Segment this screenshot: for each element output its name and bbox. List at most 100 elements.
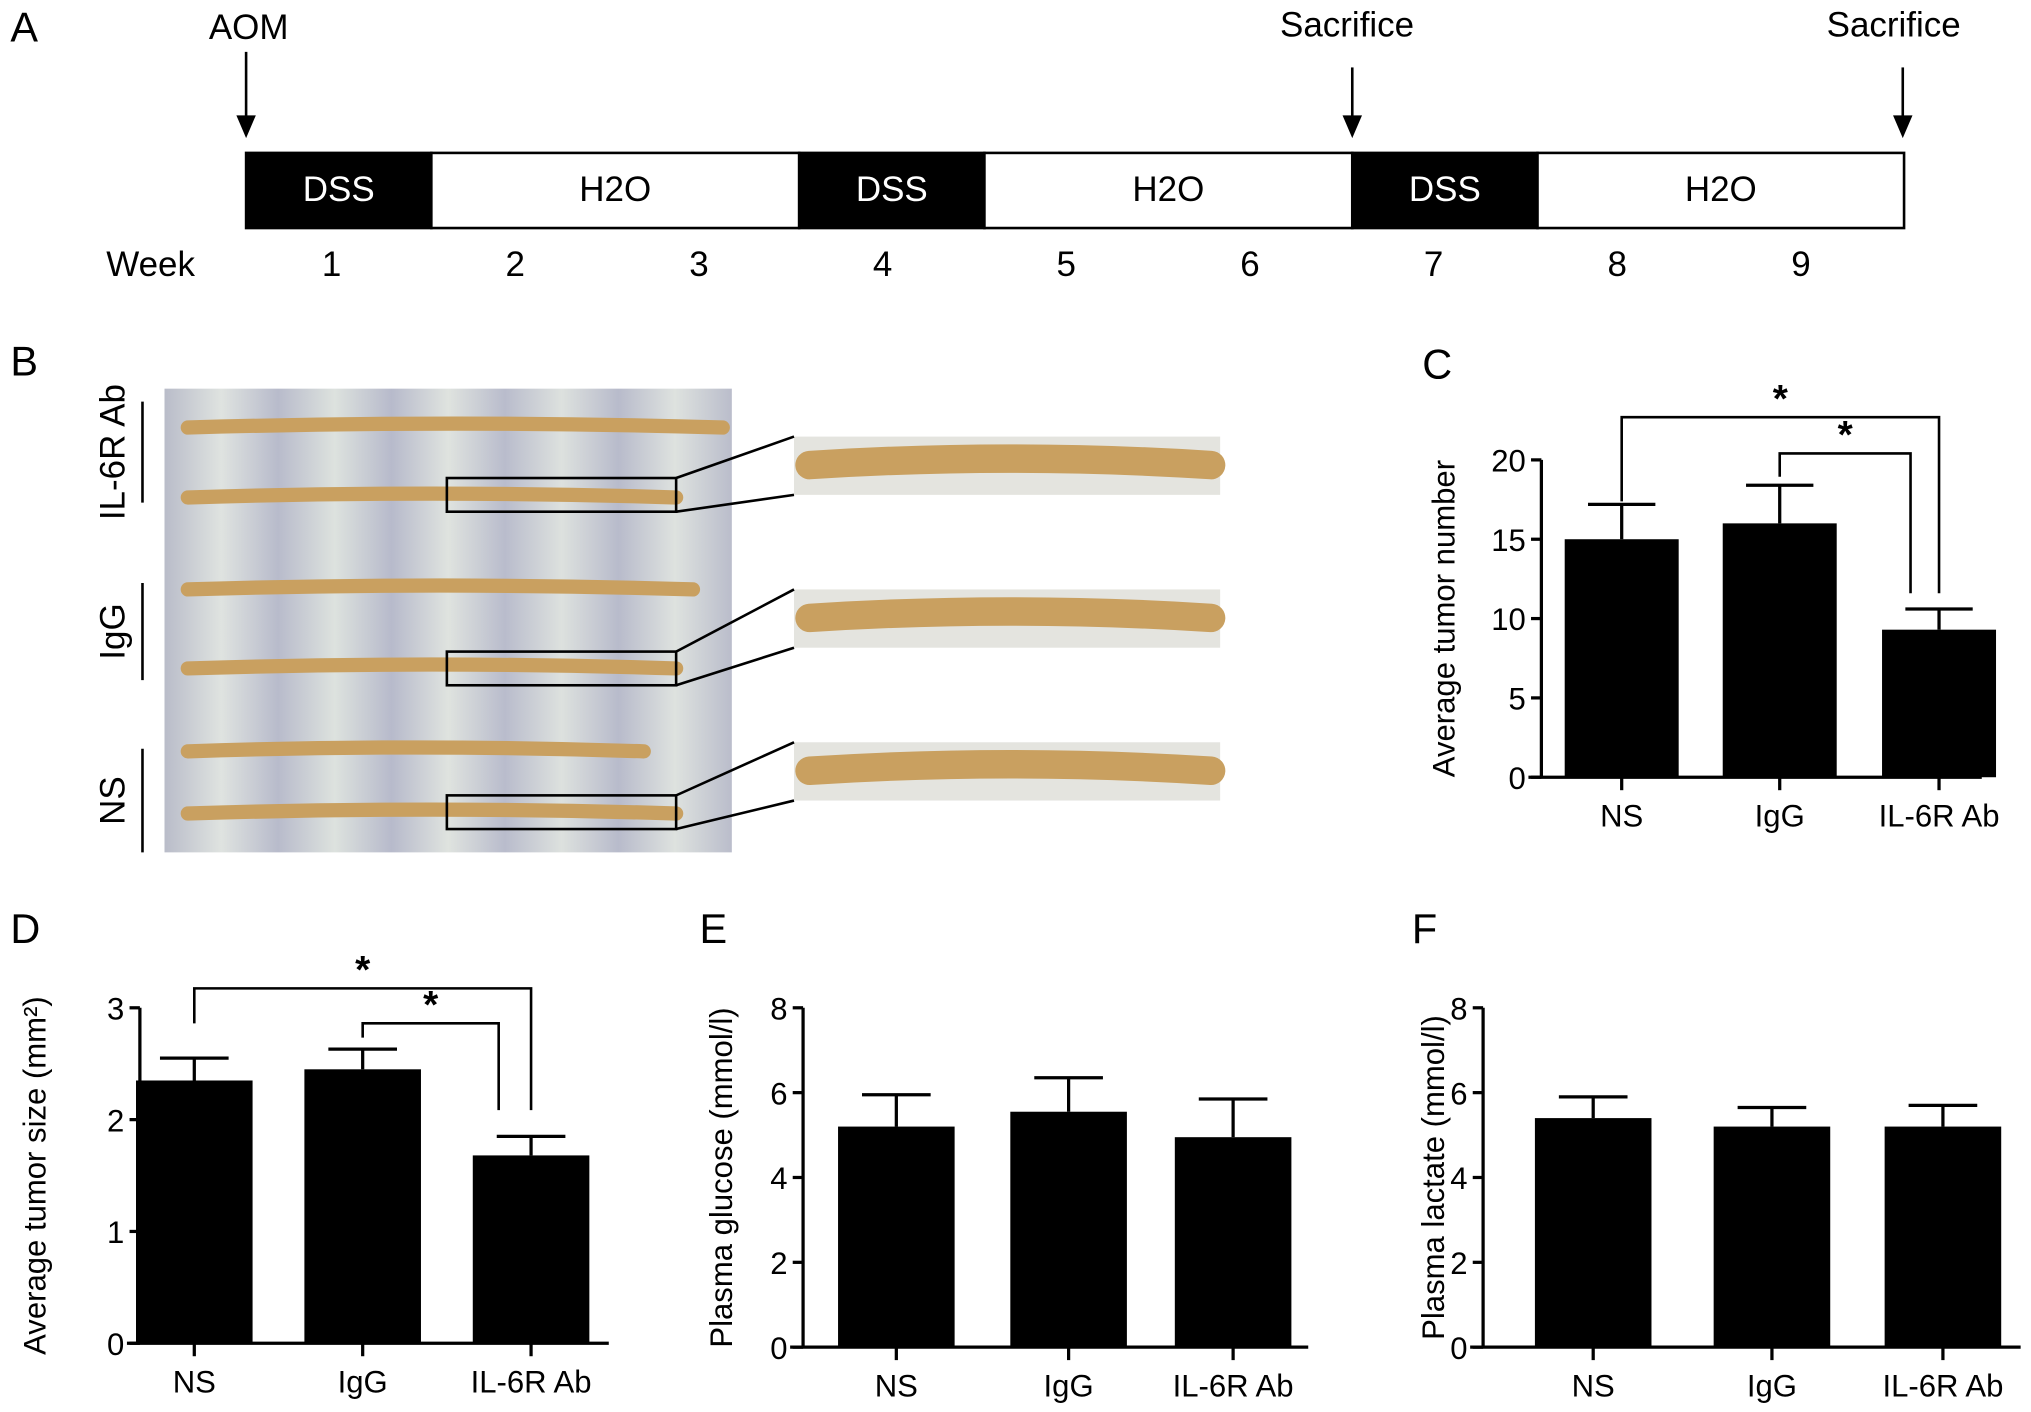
y-tick-label: 3 [107, 991, 124, 1026]
week-label: Week [106, 245, 195, 284]
zoom-box [445, 794, 678, 831]
colon-specimen [180, 486, 684, 505]
significance-star: * [1773, 378, 1789, 421]
y-tick-label: 2 [107, 1103, 124, 1138]
arrow-down-icon [236, 51, 256, 139]
y-tick-label: 8 [1450, 991, 1467, 1026]
x-tick-label: NS [1600, 798, 1643, 833]
significance-bracket [361, 1022, 500, 1111]
bar [472, 1155, 590, 1344]
y-axis-label: Average tumor size (mm²) [17, 996, 52, 1355]
y-tick-label: 6 [770, 1076, 787, 1111]
significance-star: * [423, 984, 439, 1027]
y-axis-label: Plasma glucose (mmol/l) [704, 1007, 739, 1347]
week-number: 2 [506, 245, 525, 284]
significance-star: * [1838, 414, 1854, 457]
timeline-segment-dss [244, 151, 433, 230]
colon-specimen [180, 657, 684, 676]
significance-bracket [1620, 415, 1941, 594]
y-tick-label: 0 [1450, 1331, 1467, 1366]
arrow-down-icon [1893, 67, 1913, 139]
timeline-segment-h2o [1536, 151, 1906, 230]
y-tick-label: 5 [1509, 682, 1526, 717]
timeline-segment-dss [797, 151, 986, 230]
x-tick-label: IL-6R Ab [1879, 798, 2000, 833]
colon-closeup [795, 597, 1226, 633]
bar [1174, 1137, 1292, 1348]
group-label: IgG [93, 603, 132, 659]
y-tick-label: 4 [1450, 1161, 1467, 1196]
y-tick-label: 2 [1450, 1246, 1467, 1281]
week-number: 1 [322, 245, 341, 284]
y-tick-label: 1 [107, 1215, 124, 1250]
significance-bracket [192, 987, 533, 1111]
week-number: 4 [873, 245, 892, 284]
connector-line [675, 646, 795, 687]
x-tick-label: IgG [1755, 798, 1805, 833]
connector-line [675, 799, 795, 831]
y-tick-label: 0 [1509, 761, 1526, 796]
panel-label-c: C [1422, 340, 1452, 387]
week-ticks: 1 2 3 4 5 6 7 8 9 [322, 245, 1811, 284]
timeline-segment-label: H2O [1685, 170, 1757, 209]
x-tick-label: IL-6R Ab [471, 1364, 592, 1399]
bar [136, 1080, 253, 1344]
panel-label-f: F [1412, 905, 1437, 952]
y-tick-label: 8 [770, 991, 787, 1026]
chart-e: 0 2 4 6 8 Plasma glucose (mmol/l) NS IgG IL-6R A… [704, 991, 1309, 1403]
timeline-segment-h2o [430, 151, 801, 230]
arrow-down-icon [1342, 67, 1363, 139]
bar [1564, 539, 1679, 778]
timeline-segment-label: DSS [303, 170, 375, 209]
sacrifice-label-1: Sacrifice [1280, 5, 1414, 44]
timeline-segment-label: DSS [856, 170, 928, 209]
connector-line [675, 435, 795, 480]
connector-line [675, 588, 795, 653]
colon-specimen [180, 416, 730, 435]
week-number: 7 [1424, 245, 1443, 284]
y-tick-label: 6 [1450, 1076, 1467, 1111]
chart-d: 0 1 2 3 Average tumor size (mm²) NS IgG IL-6R A… [17, 949, 609, 1399]
zoom-insets [675, 435, 1226, 831]
colon-closeup [795, 444, 1226, 480]
week-number: 3 [689, 245, 708, 284]
panel-label-d: D [10, 905, 40, 952]
y-tick-label: 0 [770, 1331, 787, 1366]
y-tick-label: 15 [1491, 523, 1526, 558]
x-tick-label: NS [875, 1368, 918, 1403]
x-tick-label: NS [1572, 1368, 1615, 1403]
x-tick-label: IL-6R Ab [1882, 1368, 2003, 1403]
bar [304, 1069, 421, 1344]
x-tick-label: IgG [1747, 1368, 1797, 1403]
colon-specimen [180, 578, 701, 597]
week-number: 8 [1608, 245, 1627, 284]
colon-specimen [180, 802, 684, 821]
x-tick-label: IgG [1044, 1368, 1094, 1403]
bar [1882, 629, 1997, 778]
bar [1722, 523, 1837, 778]
timeline-segment-dss [1350, 151, 1539, 230]
colon-closeup [795, 750, 1226, 786]
zoom-box [445, 650, 678, 687]
y-axis-label: Plasma lactate (mmol/l) [1416, 1015, 1451, 1340]
bar [1010, 1111, 1127, 1348]
significance-bracket [1778, 452, 1912, 594]
timeline-bar: DSS H2O DSS H2O DSS H2O [244, 151, 1906, 230]
y-tick-label: 20 [1491, 444, 1526, 479]
panel-label-e: E [699, 905, 727, 952]
panel-label-a: A [10, 4, 38, 51]
x-tick-label: IgG [338, 1364, 388, 1399]
group-label: IL-6R Ab [93, 384, 132, 520]
aom-label: AOM [209, 8, 289, 47]
connector-line [675, 741, 795, 797]
sacrifice-label-2: Sacrifice [1827, 5, 1961, 44]
y-tick-label: 4 [770, 1161, 787, 1196]
timeline-segment-label: H2O [579, 170, 651, 209]
bar [1534, 1118, 1652, 1348]
x-tick-label: IL-6R Ab [1173, 1368, 1294, 1403]
x-tick-label: NS [173, 1364, 216, 1399]
timeline-segment-label: DSS [1409, 170, 1481, 209]
bar [1713, 1126, 1831, 1348]
